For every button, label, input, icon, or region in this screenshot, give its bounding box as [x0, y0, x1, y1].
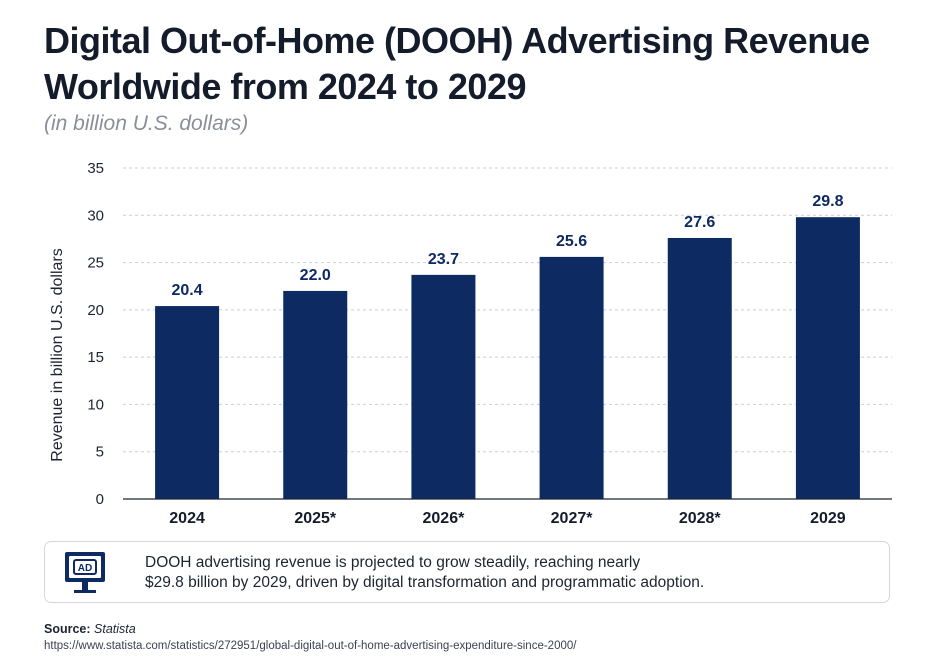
- bar-2025: [283, 290, 348, 499]
- data-label: 23.7: [428, 251, 459, 268]
- ad-monitor-icon: AD: [65, 552, 105, 593]
- bar-2027: [539, 256, 604, 499]
- x-tick-label: 2028*: [679, 510, 722, 527]
- y-tick-label: 20: [87, 302, 104, 319]
- source-url[interactable]: https://www.statista.com/statistics/2729…: [44, 640, 577, 652]
- x-tick-label: 2025*: [294, 510, 337, 527]
- data-label: 20.4: [172, 282, 203, 299]
- bar-2028: [667, 237, 732, 499]
- x-axis-ticks: 2024 2025* 2026* 2027* 2028* 2029: [169, 510, 846, 527]
- data-label: 29.8: [812, 193, 843, 210]
- data-label: 22.0: [300, 267, 331, 284]
- y-tick-label: 10: [87, 396, 104, 413]
- y-axis-label: Revenue in billion U.S. dollars: [49, 248, 66, 461]
- data-label: 25.6: [556, 233, 587, 250]
- y-tick-label: 5: [96, 444, 104, 461]
- insight-text-line-2: $29.8 billion by 2029, driven by digital…: [145, 574, 705, 591]
- bars: [155, 217, 860, 500]
- y-tick-label: 15: [87, 349, 104, 366]
- x-tick-label: 2026*: [423, 510, 466, 527]
- y-tick-label: 35: [87, 160, 104, 177]
- x-tick-label: 2029: [810, 510, 846, 527]
- x-tick-label: 2024: [169, 510, 205, 527]
- chart-title: Digital Out-of-Home (DOOH) Advertising R…: [44, 20, 870, 107]
- y-axis-ticks: 0 5 10 15 20 25 30 35: [87, 160, 104, 508]
- bar-2026: [411, 274, 476, 499]
- source-line: Source: Statista: [44, 622, 136, 636]
- ad-icon-label: AD: [78, 563, 92, 574]
- chart-subtitle: (in billion U.S. dollars): [44, 112, 249, 135]
- source-label: Source:: [44, 622, 91, 636]
- gridlines: [123, 167, 892, 453]
- insight-callout: AD DOOH advertising revenue is projected…: [44, 541, 890, 603]
- bar-2024: [155, 306, 220, 499]
- x-tick-label: 2027*: [551, 510, 594, 527]
- y-tick-label: 25: [87, 255, 104, 272]
- y-tick-label: 30: [87, 207, 104, 224]
- source-name: Statista: [94, 622, 136, 636]
- insight-text: DOOH advertising revenue is projected to…: [145, 553, 865, 593]
- insight-text-line-1: DOOH advertising revenue is projected to…: [145, 554, 641, 571]
- data-label: 27.6: [684, 214, 715, 231]
- data-labels: 20.4 22.0 23.7 25.6 27.6 29.8: [172, 193, 844, 299]
- y-tick-label: 0: [96, 491, 104, 508]
- bar-chart: 0 5 10 15 20 25 30 35 Revenue in billion U.S. d…: [49, 160, 892, 527]
- bar-2029: [795, 217, 860, 500]
